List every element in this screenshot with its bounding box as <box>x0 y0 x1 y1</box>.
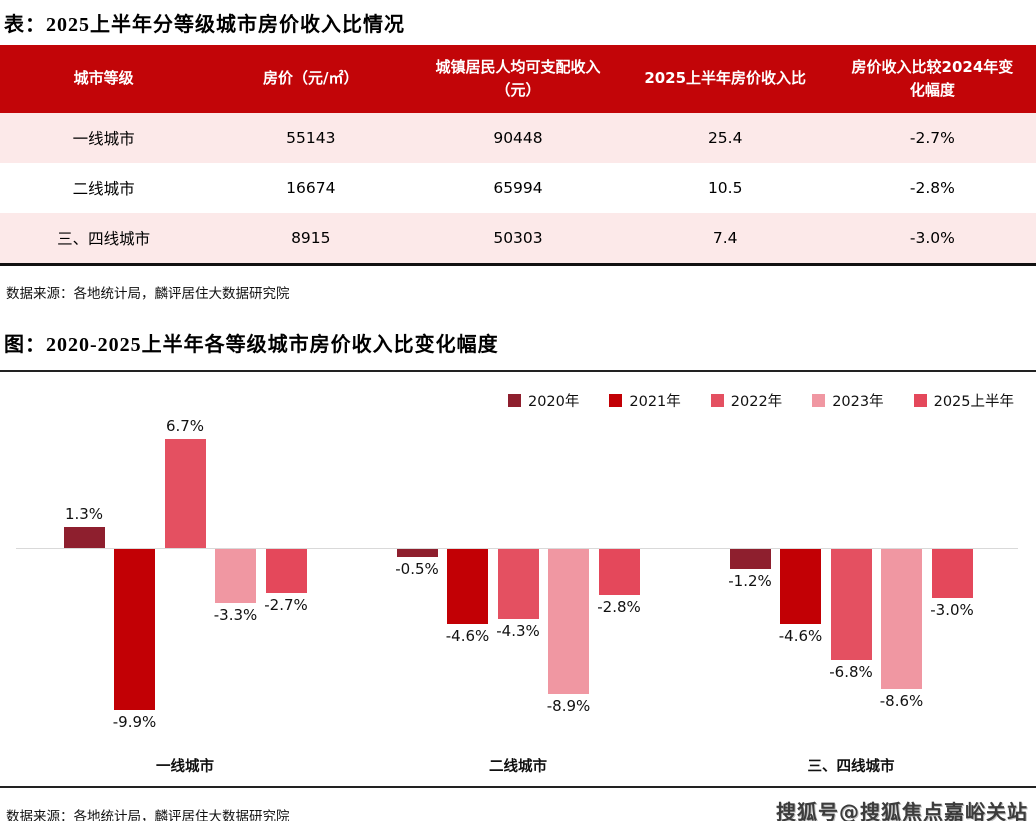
bar-s3-c1 <box>548 549 589 695</box>
legend-item-1: 2021年 <box>609 390 681 411</box>
cell-tier: 三、四线城市 <box>57 230 151 248</box>
col-header-change-vs-2024: 房价收入比较2024年变化幅度 <box>851 57 1014 99</box>
chart-plot: 1.3% -0.5% -1.2% -9.9% -4.6% -4.6% 6.7% -4.3% -6… <box>0 372 1036 786</box>
bar-value-label-s3-c1: -8.9% <box>546 697 591 716</box>
bar-s4-c2 <box>931 549 973 598</box>
bar-s1-c0 <box>114 549 155 711</box>
col-header-city-tier: 城市等级 <box>73 69 134 88</box>
cell-change: -2.7% <box>909 129 955 147</box>
cell-tier: 一线城市 <box>72 130 135 148</box>
table-title: 表：2025上半年分等级城市房价收入比情况 <box>4 14 405 36</box>
bar-value-label-s1-c0: -9.9% <box>112 713 157 732</box>
bar-value-label-s0-c0: 1.3% <box>64 504 104 523</box>
col-header-disposable-income: 城镇居民人均可支配收入（元） <box>435 57 601 99</box>
table-row: 二线城市 16674 65994 10.5 -2.8% <box>0 163 1036 213</box>
legend-swatch-icon <box>609 394 623 407</box>
cell-income: 65994 <box>493 179 543 197</box>
bar-value-label-s0-c2: -1.2% <box>728 571 772 590</box>
cell-income: 90448 <box>493 129 543 147</box>
price-income-table: 城市等级 房价（元/㎡） 城镇居民人均可支配收入（元） 2025上半年房价收入比… <box>0 45 1036 266</box>
category-label-1: 二线城市 <box>489 759 547 775</box>
legend-label: 2022年 <box>730 394 783 410</box>
bar-value-label-s0-c1: -0.5% <box>395 560 439 579</box>
bar-value-label-s4-c1: -2.8% <box>597 597 641 616</box>
cell-tier: 二线城市 <box>72 180 135 198</box>
bar-s2-c1 <box>497 549 539 620</box>
bar-value-label-s4-c0: -2.7% <box>264 596 308 614</box>
zero-axis-line <box>16 548 1018 549</box>
legend-label: 2023年 <box>832 394 884 410</box>
bar-s4-c0 <box>265 549 307 593</box>
bar-value-label-s2-c1: -4.3% <box>496 622 540 641</box>
bar-value-label-s3-c0: -3.3% <box>213 605 258 624</box>
bar-value-label-s1-c2: -4.6% <box>778 626 823 645</box>
page-footer: 数据来源：各地统计局，麟评居住大数据研究院 搜狐号@搜狐焦点嘉峪关站 <box>0 796 1036 821</box>
col-header-house-price: 房价（元/㎡） <box>263 69 359 88</box>
category-label-2: 三、四线城市 <box>807 759 895 775</box>
table-source-note: 数据来源：各地统计局，麟评居住大数据研究院 <box>6 286 290 301</box>
figure-source-note: 数据来源：各地统计局，麟评居住大数据研究院 <box>6 809 290 821</box>
bar-value-label-s2-c2: -6.8% <box>829 662 873 681</box>
bar-s2-c0 <box>164 438 206 548</box>
legend-swatch-icon <box>913 394 927 407</box>
bar-s4-c1 <box>598 549 640 595</box>
legend-label: 2020年 <box>527 394 580 410</box>
table-row: 一线城市 55143 90448 25.4 -2.7% <box>0 113 1036 163</box>
category-label-0: 一线城市 <box>156 759 214 775</box>
bar-s3-c0 <box>215 549 256 603</box>
bar-s3-c2 <box>881 549 922 690</box>
bar-value-label-s2-c0: 6.7% <box>165 416 205 435</box>
legend-item-2: 2022年 <box>710 390 783 411</box>
bar-s1-c1 <box>447 549 488 624</box>
cell-change: -3.0% <box>909 229 955 247</box>
legend-label: 2025上半年 <box>933 394 1014 410</box>
cell-price: 16674 <box>286 179 336 197</box>
cell-income: 50303 <box>493 229 543 247</box>
legend-swatch-icon <box>507 394 521 407</box>
legend-item-0: 2020年 <box>507 390 580 411</box>
cell-ratio: 7.4 <box>712 229 738 247</box>
legend-item-3: 2023年 <box>812 390 884 411</box>
bar-chart: 2020年 2021年 2022年 2023年 2025上半年 1.3% -0.5% -1.… <box>0 370 1036 788</box>
table-row: 三、四线城市 8915 50303 7.4 -3.0% <box>0 213 1036 263</box>
bar-value-label-s3-c2: -8.6% <box>879 692 924 711</box>
cell-price: 8915 <box>291 229 331 247</box>
cell-change: -2.8% <box>909 179 955 197</box>
legend-swatch-icon <box>710 394 724 407</box>
figure-title: 图：2020-2025上半年各等级城市房价收入比变化幅度 <box>4 334 499 356</box>
bar-s0-c1 <box>396 549 438 558</box>
cell-ratio: 25.4 <box>707 129 743 147</box>
bar-s0-c2 <box>729 549 771 569</box>
bar-value-label-s4-c2: -3.0% <box>930 600 974 619</box>
bar-s0-c0 <box>63 526 105 548</box>
chart-legend: 2020年 2021年 2022年 2023年 2025上半年 <box>507 390 1014 411</box>
col-header-ratio-2025h1: 2025上半年房价收入比 <box>644 69 807 88</box>
legend-item-4: 2025上半年 <box>913 390 1014 411</box>
legend-swatch-icon <box>812 394 826 407</box>
watermark: 搜狐号@搜狐焦点嘉峪关站 <box>776 800 1028 821</box>
table-header-row: 城市等级 房价（元/㎡） 城镇居民人均可支配收入（元） 2025上半年房价收入比… <box>0 45 1036 113</box>
bar-value-label-s1-c1: -4.6% <box>445 626 490 645</box>
legend-label: 2021年 <box>629 394 681 410</box>
bar-s2-c2 <box>830 549 872 660</box>
cell-price: 55143 <box>286 129 336 147</box>
cell-ratio: 10.5 <box>707 179 743 197</box>
bar-s1-c2 <box>780 549 821 624</box>
